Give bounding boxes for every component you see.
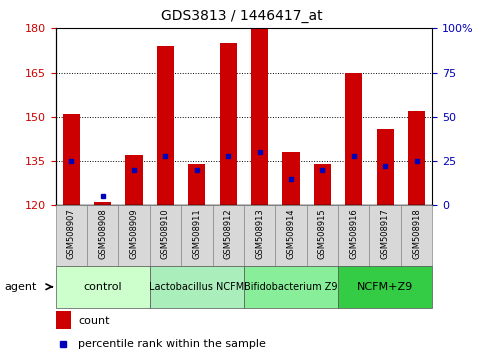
Text: GSM508912: GSM508912 bbox=[224, 208, 233, 259]
Bar bbox=[94, 202, 111, 205]
Bar bbox=[188, 164, 205, 205]
Text: Bifidobacterium Z9: Bifidobacterium Z9 bbox=[244, 282, 338, 292]
Text: GSM508909: GSM508909 bbox=[129, 208, 139, 259]
Text: GSM508917: GSM508917 bbox=[381, 208, 390, 259]
Bar bbox=[369, 205, 401, 266]
Bar bbox=[118, 205, 150, 266]
Text: GSM508908: GSM508908 bbox=[98, 208, 107, 259]
Text: percentile rank within the sample: percentile rank within the sample bbox=[78, 339, 266, 349]
Bar bbox=[377, 129, 394, 205]
Bar bbox=[275, 205, 307, 266]
Bar bbox=[307, 205, 338, 266]
Bar bbox=[213, 205, 244, 266]
Text: GDS3813 / 1446417_at: GDS3813 / 1446417_at bbox=[161, 9, 322, 23]
Text: count: count bbox=[78, 316, 110, 326]
Bar bbox=[345, 73, 362, 205]
Bar bbox=[56, 311, 71, 329]
Bar bbox=[157, 46, 174, 205]
Bar bbox=[338, 205, 369, 266]
Bar bbox=[408, 111, 425, 205]
Bar bbox=[283, 152, 299, 205]
Bar bbox=[244, 205, 275, 266]
Bar bbox=[251, 28, 268, 205]
Bar bbox=[244, 266, 338, 308]
Text: GSM508911: GSM508911 bbox=[192, 208, 201, 259]
Text: Lactobacillus NCFM: Lactobacillus NCFM bbox=[149, 282, 244, 292]
Bar bbox=[150, 205, 181, 266]
Bar bbox=[314, 164, 331, 205]
Text: GSM508918: GSM508918 bbox=[412, 208, 421, 259]
Text: GSM508913: GSM508913 bbox=[255, 208, 264, 259]
Bar bbox=[56, 266, 150, 308]
Text: GSM508916: GSM508916 bbox=[349, 208, 358, 259]
Text: GSM508914: GSM508914 bbox=[286, 208, 296, 259]
Bar bbox=[126, 155, 142, 205]
Text: GSM508910: GSM508910 bbox=[161, 208, 170, 259]
Bar bbox=[87, 205, 118, 266]
Text: GSM508907: GSM508907 bbox=[67, 208, 76, 259]
Text: agent: agent bbox=[5, 282, 37, 292]
Bar bbox=[63, 114, 80, 205]
Bar bbox=[401, 205, 432, 266]
Bar bbox=[150, 266, 244, 308]
Text: GSM508915: GSM508915 bbox=[318, 208, 327, 259]
Text: NCFM+Z9: NCFM+Z9 bbox=[357, 282, 413, 292]
Bar bbox=[181, 205, 213, 266]
Bar bbox=[338, 266, 432, 308]
Bar bbox=[220, 43, 237, 205]
Text: control: control bbox=[84, 282, 122, 292]
Bar bbox=[56, 205, 87, 266]
